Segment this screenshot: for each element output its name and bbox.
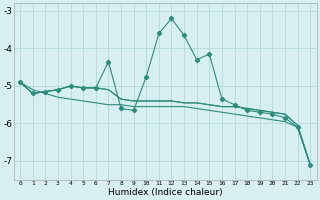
X-axis label: Humidex (Indice chaleur): Humidex (Indice chaleur)	[108, 188, 222, 197]
